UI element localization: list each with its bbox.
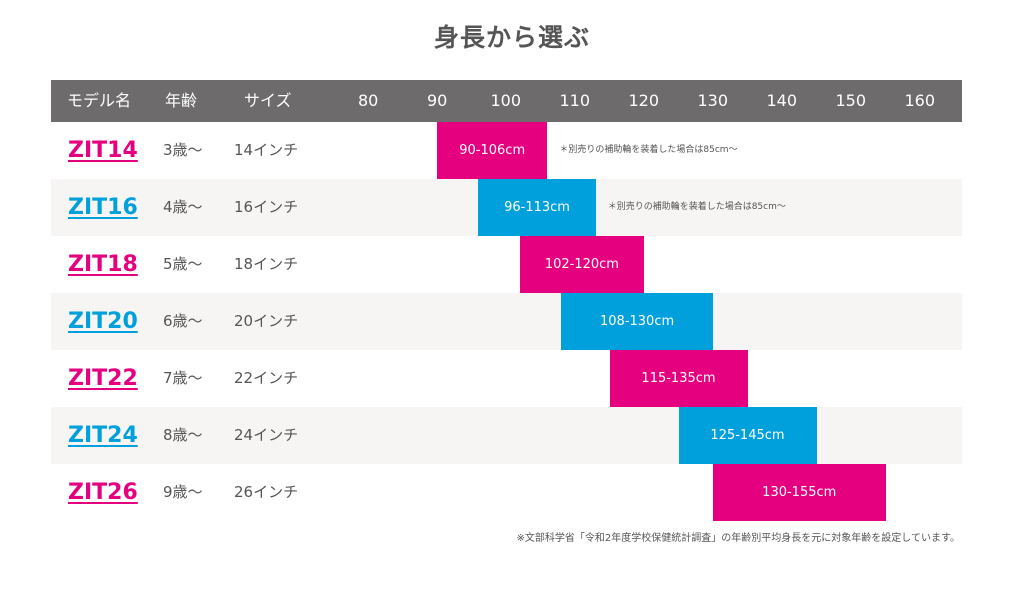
table-row: ZIT18 5歳〜 18インチ 102-120cm: [51, 236, 962, 293]
size-label: 22インチ: [234, 369, 299, 387]
header-tick: 90: [427, 91, 448, 110]
model-link[interactable]: ZIT22: [68, 366, 138, 391]
age-label: 5歳〜: [163, 255, 203, 273]
size-label: 14インチ: [234, 141, 299, 159]
bar-note: ＊別売りの補助輪を装着した場合は85cm〜: [559, 145, 738, 155]
header-tick: 140: [766, 91, 798, 110]
header-tick: 120: [628, 91, 660, 110]
model-link[interactable]: ZIT14: [68, 138, 138, 163]
age-label: 9歳〜: [163, 483, 203, 501]
height-range-bar: 130-155cm: [713, 464, 886, 521]
table-row: ZIT20 6歳〜 20インチ 108-130cm: [51, 293, 962, 350]
size-label: 20インチ: [234, 312, 299, 330]
model-link[interactable]: ZIT20: [68, 309, 138, 334]
header-tick: 130: [697, 91, 729, 110]
header-tick: 150: [835, 91, 867, 110]
table-row: ZIT16 4歳〜 16インチ 96-113cm ＊別売りの補助輪を装着した場合は85c…: [51, 179, 962, 236]
header-model: モデル名: [67, 91, 132, 110]
height-range-bar: 102-120cm: [519, 236, 644, 293]
age-label: 4歳〜: [163, 198, 203, 216]
table-row: ZIT22 7歳〜 22インチ 115-135cm: [51, 350, 962, 407]
height-range-bar: 108-130cm: [561, 293, 713, 350]
header-tick: 80: [358, 91, 379, 110]
header-tick: 160: [904, 91, 936, 110]
height-range-bar: 90-106cm: [437, 122, 548, 179]
table-row: ZIT24 8歳〜 24インチ 125-145cm: [51, 407, 962, 464]
age-label: 8歳〜: [163, 426, 203, 444]
header-age: 年齢: [165, 91, 198, 110]
size-label: 26インチ: [234, 483, 299, 501]
page-title: 身長から選ぶ: [433, 23, 590, 52]
model-link[interactable]: ZIT16: [68, 195, 138, 220]
size-label: 24インチ: [234, 426, 299, 444]
header-size: サイズ: [244, 91, 292, 110]
header-tick: 100: [490, 91, 522, 110]
age-label: 3歳〜: [163, 141, 203, 159]
chart-header: モデル名 年齢 サイズ 80 90 100 110 120 130 140 150 160: [51, 80, 962, 122]
size-label: 18インチ: [234, 255, 299, 273]
age-label: 7歳〜: [163, 369, 203, 387]
footnote: ※文部科学省「令和2年度学校保健統計調査」の年齢別平均身長を元に対象年齢を設定し…: [516, 533, 960, 544]
table-row: ZIT14 3歳〜 14インチ 90-106cm ＊別売りの補助輪を装着した場合は85c…: [51, 122, 962, 179]
height-range-bar: 125-145cm: [678, 407, 817, 464]
size-label: 16インチ: [234, 198, 299, 216]
header-tick: 110: [559, 91, 591, 110]
bar-note: ＊別売りの補助輪を装着した場合は85cm〜: [607, 202, 786, 212]
height-range-bar: 96-113cm: [478, 179, 596, 236]
height-range-bar: 115-135cm: [609, 350, 748, 407]
model-link[interactable]: ZIT18: [68, 252, 138, 277]
model-link[interactable]: ZIT26: [68, 480, 138, 505]
age-label: 6歳〜: [163, 312, 203, 330]
model-link[interactable]: ZIT24: [68, 423, 138, 448]
table-row: ZIT26 9歳〜 26インチ 130-155cm: [51, 464, 962, 521]
